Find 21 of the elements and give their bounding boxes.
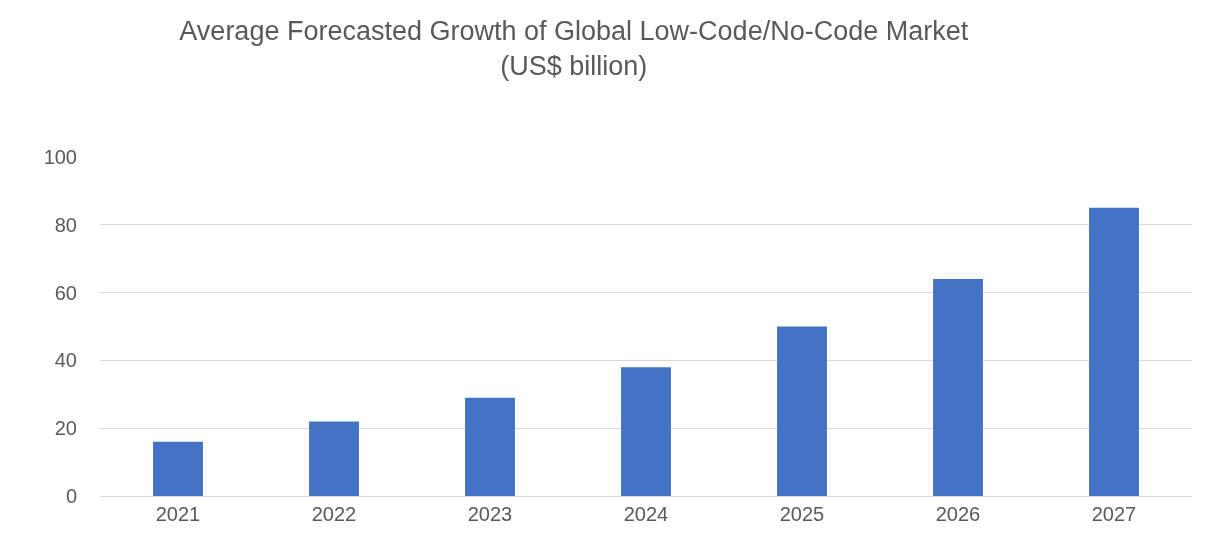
bar [1089, 207, 1139, 496]
y-tick-label: 100 [43, 146, 77, 168]
x-tick-label: 2023 [467, 503, 513, 525]
y-tick-label: 0 [65, 485, 77, 507]
chart-title: Average Forecasted Growth of Global Low-Code/No-Code Market (US$ billion) [179, 16, 969, 82]
y-tick-label: 60 [54, 281, 77, 304]
bar [933, 279, 983, 496]
x-tick-label: 2024 [623, 503, 669, 525]
y-tick-label: 40 [54, 349, 77, 372]
x-tick-label: 2022 [311, 503, 357, 525]
bar [777, 326, 827, 496]
x-tick-label: 2025 [779, 503, 825, 525]
y-tick-label: 80 [54, 213, 77, 236]
x-tick-label: 2021 [155, 503, 201, 525]
x-tick-label: 2026 [935, 503, 981, 525]
bar [465, 397, 515, 496]
bar [153, 441, 203, 496]
bar [621, 367, 671, 496]
y-tick-label: 20 [54, 417, 77, 440]
bar [309, 421, 359, 496]
x-tick-label: 2027 [1091, 503, 1137, 525]
